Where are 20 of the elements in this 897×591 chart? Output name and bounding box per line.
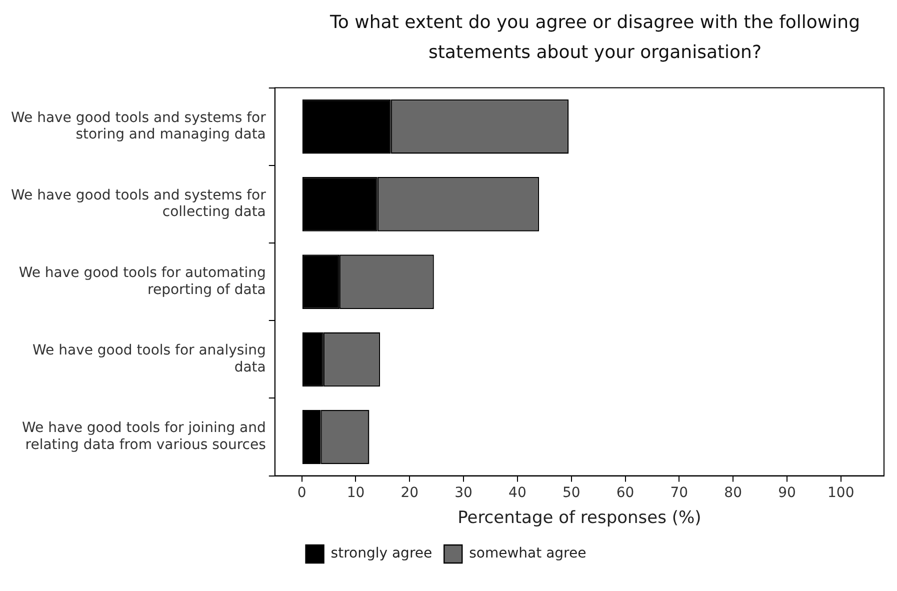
- x-tick-label: 90: [778, 484, 796, 501]
- y-tick-label: We have good tools for automating reporting of data: [18, 265, 266, 298]
- x-tick-label: 40: [508, 484, 526, 501]
- x-tick-label: 20: [400, 484, 419, 501]
- y-tick-label: We have good tools and systems for collecting data: [10, 187, 266, 220]
- chart-title: To what extent do you agree or disagree with the following statements about your organisation?: [329, 11, 861, 65]
- x-tick-label: 60: [616, 484, 634, 501]
- x-tick-label: 100: [828, 484, 854, 501]
- x-tick-label: 70: [670, 484, 688, 501]
- x-tick-label: 50: [562, 484, 580, 501]
- y-tick-label: We have good tools for analysing data: [32, 342, 266, 376]
- x-tick-label: 80: [724, 484, 742, 501]
- y-tick-label: We have good tools and systems for storing and managing data: [10, 110, 266, 143]
- x-tick-label: 30: [454, 484, 472, 501]
- y-tick-label: We have good tools for joining and relating data from various sources: [22, 420, 266, 454]
- x-tick-label: 0: [297, 484, 306, 501]
- legend-label: somewhat agree: [469, 546, 586, 562]
- legend-label: strongly agree: [330, 546, 432, 562]
- x-axis-title: Percentage of responses (%): [458, 508, 702, 528]
- x-tick-label: 10: [346, 484, 365, 501]
